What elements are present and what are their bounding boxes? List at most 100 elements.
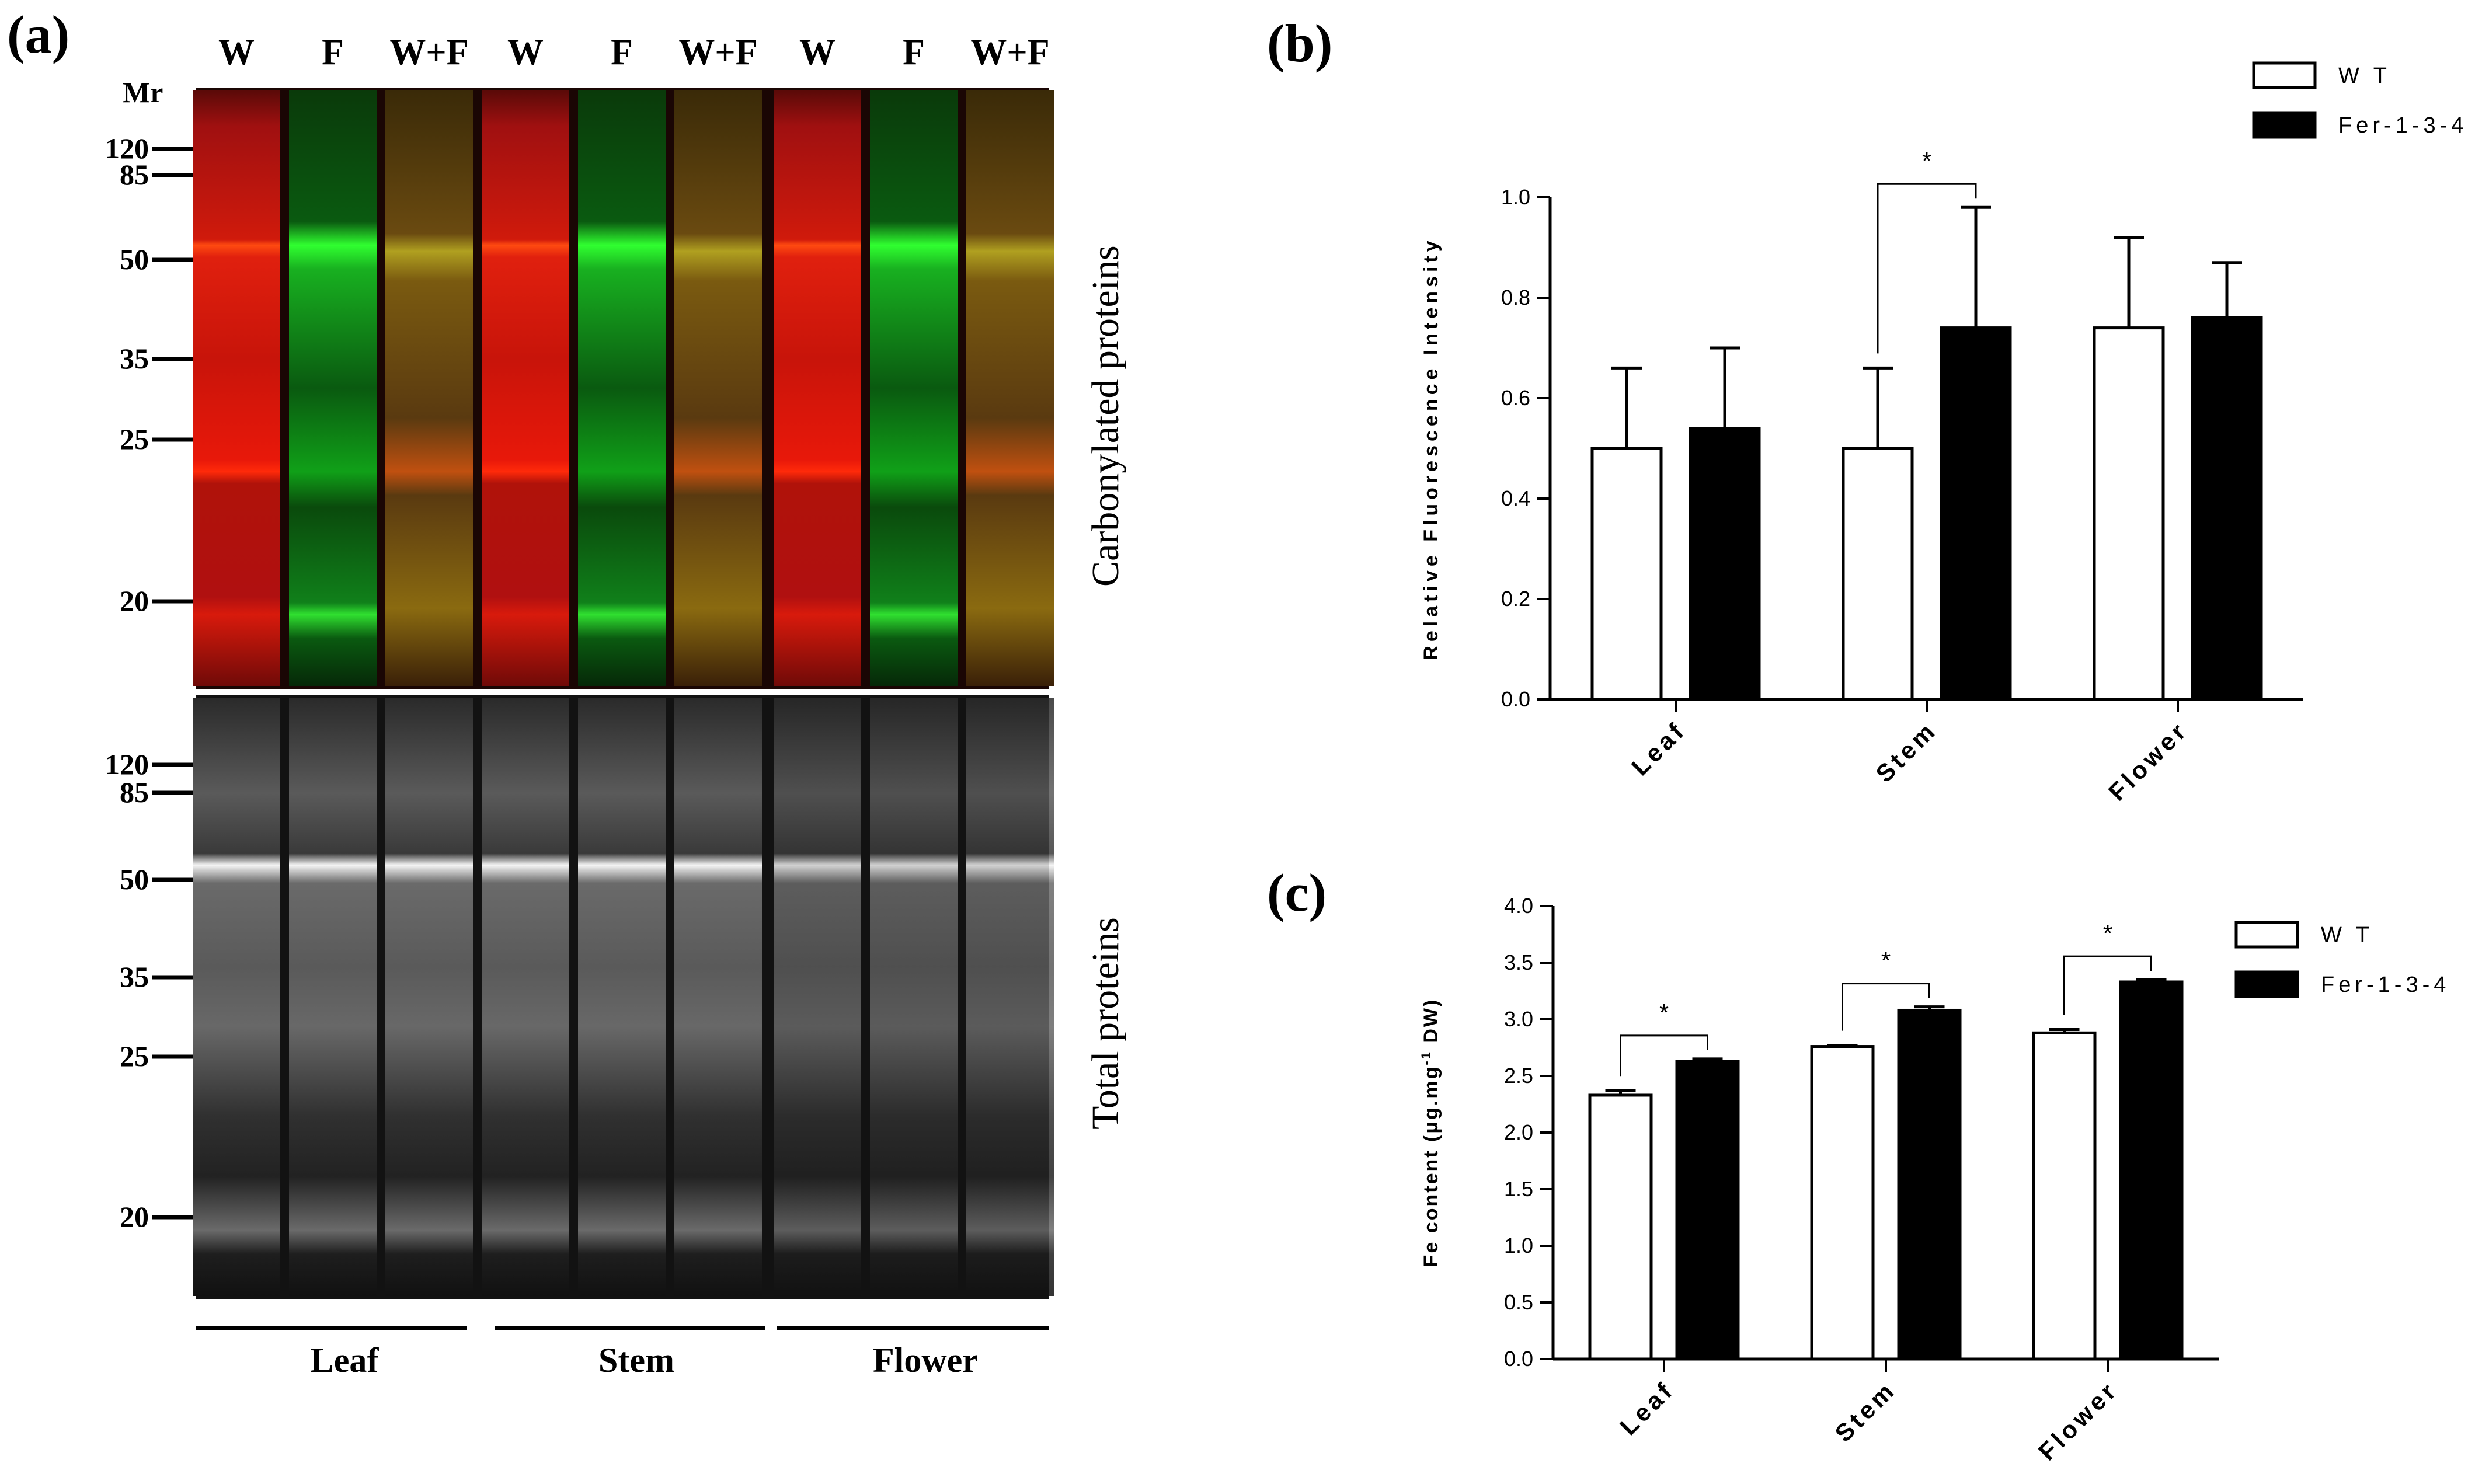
marker-label: 20 (120, 1200, 149, 1233)
marker-label: 85 (120, 776, 149, 809)
bar-wt-flower (2032, 1031, 2097, 1361)
carbonylated-lane (774, 90, 861, 686)
category-label: Flower (2033, 1375, 2123, 1465)
y-axis-label: Fe content (μg.mg-1 DW) (1419, 998, 1443, 1267)
panel-b-label: (b) (1267, 13, 1332, 73)
marker-label: 25 (120, 1040, 149, 1072)
y-tick-label: 0.5 (1504, 1290, 1533, 1314)
total-protein-lane (289, 698, 377, 1296)
bar-wt-leaf (1588, 1093, 1653, 1361)
carbonylated-lane (870, 90, 958, 686)
bar-fer-1-3-4-flower (2191, 316, 2263, 701)
bar-wt-leaf (1590, 447, 1663, 701)
legend-swatch (2252, 61, 2317, 89)
lane-label: W (507, 33, 544, 72)
lane-label: F (611, 33, 633, 72)
marker-label: 35 (120, 960, 149, 993)
panel-a: (a) Mr W F W+F W F W+F W F W+F 12085503525201208… (7, 5, 1127, 1380)
lane-label: W (799, 33, 836, 72)
tissue-label: Flower (873, 1341, 978, 1380)
marker-label: 50 (120, 863, 149, 896)
y-tick-label: 0.8 (1501, 285, 1530, 309)
lane-label: W+F (678, 33, 757, 72)
category-label: Stem (1871, 716, 1943, 788)
total-protein-lanes (193, 698, 1054, 1296)
total-proteins-title: Total proteins (1084, 917, 1127, 1130)
total-protein-lane (966, 698, 1054, 1296)
tissue-label: Leaf (311, 1341, 380, 1380)
y-tick-label: 0.0 (1504, 1347, 1533, 1371)
y-axis-label: Relative Fluorescence Intensity (1420, 236, 1442, 660)
carbonylated-lane (193, 90, 280, 686)
carbonylated-proteins-title: Carbonylated proteins (1084, 245, 1127, 587)
bar-fer-1-3-4-leaf (1689, 427, 1761, 701)
carbonylated-lane (482, 90, 569, 686)
marker-label: 25 (120, 423, 149, 455)
significance-star: * (1659, 999, 1669, 1026)
total-protein-lane (674, 698, 762, 1296)
tissue-label: Stem (598, 1341, 674, 1380)
bar-wt-flower (2093, 326, 2165, 701)
panel-c-label: (c) (1267, 863, 1327, 922)
legend-swatch (2234, 970, 2299, 998)
y-tick-label: 2.0 (1504, 1120, 1533, 1144)
significance-bracket (1620, 1034, 1708, 1077)
chart-c: (c) 0.0 0.5 1.0 1.5 2.0 2.5 3.0 3.5 4.0 Leaf * Stem… (1267, 863, 2450, 1466)
legend-label: Fer-1-3-4 (2321, 973, 2450, 997)
total-protein-lane (482, 698, 569, 1296)
marker-label: 35 (120, 342, 149, 375)
marker-label: 120 (105, 132, 149, 165)
total-protein-lane (193, 698, 280, 1296)
lane-label: W+F (970, 33, 1049, 72)
y-tick-label: 2.5 (1504, 1064, 1533, 1088)
y-axis-label-superscript: -1 (1419, 1050, 1433, 1065)
y-tick-label: 1.5 (1504, 1177, 1533, 1201)
category-label: Leaf (1626, 716, 1691, 781)
category-label: Flower (2103, 716, 2193, 806)
total-protein-lane (385, 698, 473, 1296)
carbonylated-lane (578, 90, 666, 686)
y-tick-label: 1.0 (1504, 1234, 1533, 1257)
legend-label: W T (2338, 64, 2391, 88)
marker-label: 20 (120, 584, 149, 617)
tissue-labels: Leaf Stem Flower (196, 1326, 1049, 1380)
y-tick-label: 4.0 (1504, 894, 1533, 918)
carbonylated-lane (966, 90, 1054, 686)
legend-label: W T (2321, 923, 2373, 947)
y-tick-label: 0.6 (1501, 386, 1530, 410)
marker-label: 85 (120, 158, 149, 191)
legend-swatch (2234, 921, 2299, 949)
category-label: Leaf (1614, 1375, 1679, 1440)
marker-label: 50 (120, 243, 149, 276)
bar-wt-stem (1810, 1045, 1875, 1361)
significance-bracket (1877, 183, 1977, 354)
y-tick-label: 3.5 (1504, 950, 1533, 974)
carbonylated-lane (289, 90, 377, 686)
y-tick-label: 0.2 (1501, 587, 1530, 611)
significance-bracket (2063, 955, 2152, 1015)
carbonylated-blot (193, 88, 1054, 689)
carbonylated-lane (385, 90, 473, 686)
marker-label: 120 (105, 748, 149, 781)
bar-wt-stem (1842, 447, 1914, 701)
legend-label: Fer-1-3-4 (2338, 113, 2467, 138)
y-axis-label-suffix: DW) (1420, 998, 1442, 1050)
significance-star: * (2103, 919, 2112, 947)
lane-label: W+F (389, 33, 468, 72)
lane-label: F (903, 33, 925, 72)
y-tick-label: 0.0 (1501, 687, 1530, 711)
total-protein-lane (870, 698, 958, 1296)
bar-fer-1-3-4-stem (1940, 326, 2012, 701)
bar-fer-1-3-4-stem (1897, 1008, 1962, 1361)
total-protein-blot (193, 695, 1054, 1299)
carbonylated-lane (674, 90, 762, 686)
panel-a-label: (a) (7, 5, 69, 64)
bar-fer-1-3-4-flower (2119, 980, 2184, 1361)
lane-label: F (322, 33, 344, 72)
y-axis-label-prefix: Fe content (μg.mg (1420, 1065, 1442, 1267)
total-protein-lane (578, 698, 666, 1296)
legend-swatch (2252, 111, 2317, 139)
category-label: Stem (1830, 1375, 1902, 1447)
